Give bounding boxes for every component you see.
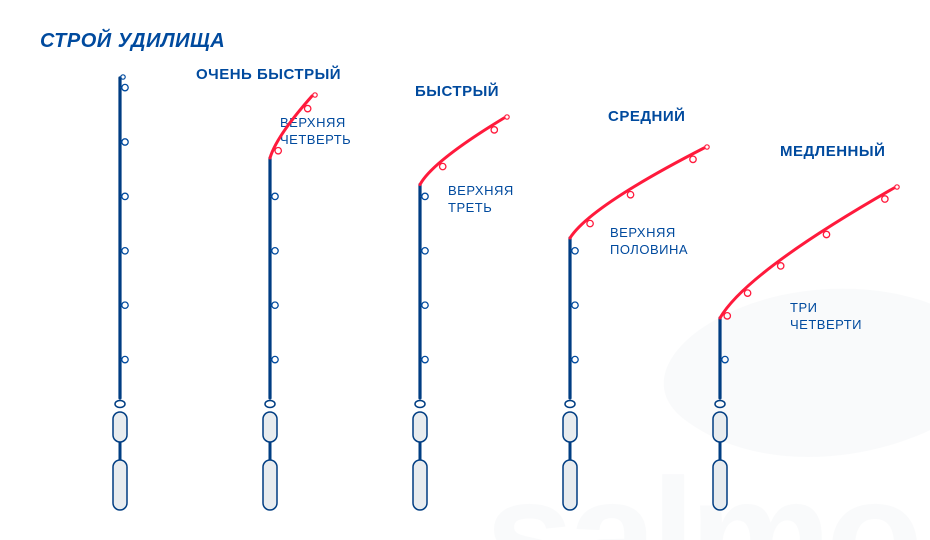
- guide-ring: [272, 248, 278, 254]
- guide-ring: [122, 139, 128, 145]
- diagram-root: { "title": "СТРОЙ УДИЛИЩА", "colors": { …: [0, 0, 930, 540]
- guide-foot: [882, 195, 883, 197]
- guide-foot: [824, 230, 825, 232]
- guide-ring: [272, 193, 278, 199]
- guide-ring: [572, 356, 578, 362]
- guide-ring: [722, 356, 728, 362]
- guide-ring: [304, 105, 310, 111]
- tip-ring: [313, 93, 317, 97]
- tip-ring: [505, 115, 509, 119]
- reel-seat: [715, 401, 725, 408]
- guide-foot: [691, 155, 692, 157]
- guide-ring: [777, 263, 783, 269]
- guide-ring: [491, 127, 497, 133]
- guide-ring: [422, 356, 428, 362]
- guide-ring: [627, 192, 633, 198]
- guide-ring: [882, 196, 888, 202]
- guide-ring: [272, 302, 278, 308]
- guide-ring: [572, 248, 578, 254]
- guide-ring: [724, 313, 730, 319]
- handle-foregrip: [563, 412, 577, 442]
- guide-ring: [275, 148, 281, 154]
- rod-blank-bend: [570, 148, 704, 238]
- handle-foregrip: [713, 412, 727, 442]
- guide-ring: [422, 193, 428, 199]
- rod-blank-bend: [720, 188, 894, 318]
- handle-foregrip: [113, 412, 127, 442]
- reel-seat: [265, 401, 275, 408]
- handle-foregrip: [263, 412, 277, 442]
- guide-ring: [122, 356, 128, 362]
- guide-ring: [440, 163, 446, 169]
- guide-ring: [122, 302, 128, 308]
- reel-seat: [565, 401, 575, 408]
- handle-grip: [413, 460, 427, 510]
- guide-foot: [492, 126, 493, 128]
- guide-foot: [723, 313, 724, 314]
- guide-ring: [122, 84, 128, 90]
- handle-grip: [263, 460, 277, 510]
- handle-foregrip: [413, 412, 427, 442]
- guide-ring: [272, 356, 278, 362]
- handle-grip: [713, 460, 727, 510]
- guide-ring: [122, 248, 128, 254]
- handle-grip: [563, 460, 577, 510]
- handle-grip: [113, 460, 127, 510]
- guide-ring: [587, 220, 593, 226]
- guide-ring: [422, 302, 428, 308]
- reel-seat: [415, 401, 425, 408]
- guide-ring: [690, 156, 696, 162]
- guide-ring: [744, 290, 750, 296]
- tip-ring: [121, 75, 125, 79]
- guide-ring: [572, 302, 578, 308]
- tip-ring: [895, 185, 899, 189]
- guide-foot: [274, 149, 276, 150]
- guide-ring: [122, 193, 128, 199]
- guide-foot: [628, 190, 629, 192]
- guide-ring: [422, 248, 428, 254]
- tip-ring: [705, 145, 709, 149]
- rods-svg: [0, 0, 930, 540]
- guide-ring: [823, 231, 829, 237]
- reel-seat: [115, 401, 125, 408]
